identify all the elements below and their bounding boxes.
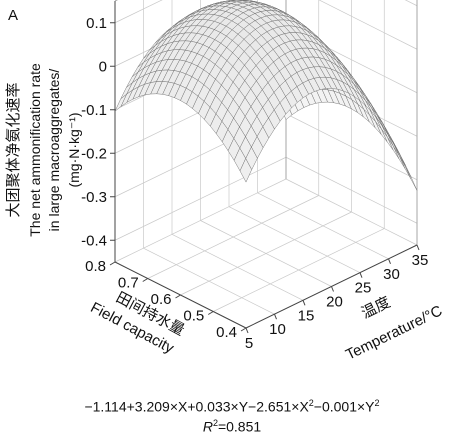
x-tick-label: 0.7 — [118, 275, 139, 292]
panel-label: A — [8, 7, 18, 24]
x-tick-mark — [142, 278, 149, 282]
y-tick-mark — [245, 327, 249, 334]
response-surface — [114, 0, 418, 191]
z-tick-label: -0.4 — [81, 232, 107, 249]
regression-equation: −1.114+3.209×X+0.033×Y−2.651×X2−0.001×Y2 — [0, 398, 464, 415]
x-tick-label: 0.6 — [151, 291, 172, 308]
y-tick-mark — [359, 272, 363, 278]
z-tick-label: -0.2 — [81, 145, 107, 162]
r2-symbol: R — [202, 418, 213, 435]
z-axis-label-en-1: The net ammonification rate — [27, 63, 43, 237]
z-tick-label: -0.3 — [81, 189, 107, 206]
y-tick-mark — [388, 258, 391, 265]
back-wall-grid-line — [114, 156, 287, 241]
surface-mesh-cell — [393, 146, 406, 169]
y-tick-mark — [302, 300, 306, 306]
surface-mesh-cell — [387, 137, 400, 160]
floor-grid-line — [143, 247, 275, 315]
y-tick-mark — [331, 286, 334, 292]
y-tick-label: 25 — [355, 280, 372, 297]
x-tick-label: 0.8 — [85, 258, 106, 275]
y-tick-label: 35 — [412, 252, 429, 269]
equation-sup-1: 2 — [308, 398, 314, 408]
floor-grid-line — [171, 234, 304, 301]
y-axis-label-cn: 温度 — [358, 293, 393, 322]
z-tick-label: 0.1 — [86, 15, 107, 32]
equation-part-2: −0.001×Y — [313, 398, 375, 415]
equation-part-1: −1.114+3.209×X+0.033×Y−2.651×X — [84, 398, 309, 415]
equation-sup-2: 2 — [374, 398, 380, 408]
y-tick-mark — [274, 313, 277, 320]
y-tick-label: 30 — [383, 266, 400, 283]
y-tick-label: 15 — [298, 307, 315, 324]
y-tick-mark — [416, 244, 420, 251]
y-tick-label: 20 — [326, 294, 343, 311]
y-axis-label-en: Temperature/°C — [343, 302, 445, 363]
side-wall-grid-line — [318, 0, 418, 50]
floor-grid-line — [228, 206, 361, 273]
y-tick-label: 5 — [245, 335, 253, 352]
r2-sup: 2 — [212, 418, 218, 428]
axes: 0.4 0.5 0.6 0.7 0.8 5 10 15 20 25 30 35 -0.4 -0.3 -0.2… — [81, 1, 428, 352]
floor-grid-line — [200, 220, 332, 287]
z-axis-label-cn: 大团聚体净氨化速率 — [4, 82, 22, 217]
back-wall-grid-line — [114, 0, 163, 24]
x-tick-mark — [207, 311, 214, 315]
surface-mesh-cell — [239, 157, 252, 183]
x-tick-label: 0.4 — [216, 324, 237, 341]
z-axis-label-en-2: in large macroaggregates/ — [46, 69, 62, 232]
x-tick-label: 0.5 — [183, 308, 204, 325]
y-tick-label: 10 — [269, 321, 286, 338]
side-wall-grid-line — [285, 156, 418, 224]
z-tick-label: 0 — [99, 58, 107, 75]
x-tick-mark — [240, 327, 247, 332]
x-tick-mark — [109, 261, 116, 266]
z-axis-label-unit: (mg·N·kg⁻¹) — [66, 112, 82, 187]
r2-value: =0.851 — [217, 418, 262, 435]
floor-grid-line — [257, 192, 389, 260]
r-squared: R2=0.851 — [0, 418, 464, 435]
x-tick-mark — [175, 294, 181, 299]
side-wall-grid-line — [285, 113, 418, 181]
z-tick-label: -0.1 — [81, 102, 107, 119]
